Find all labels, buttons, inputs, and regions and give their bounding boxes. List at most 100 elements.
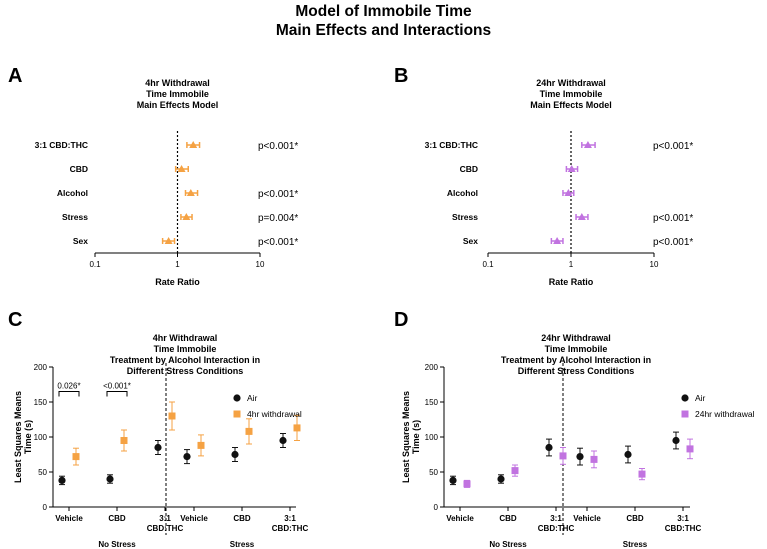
- legend-label: Air: [247, 393, 258, 403]
- x-tick-label: 10: [256, 260, 265, 269]
- legend-marker-withdrawal: [681, 410, 689, 418]
- y-tick-label: 150: [34, 398, 48, 407]
- row-label: Alcohol: [447, 188, 478, 198]
- y-tick-label: 0: [434, 503, 439, 512]
- x-axis-title: Rate Ratio: [549, 277, 594, 287]
- significance-label: <0.001*: [103, 382, 131, 391]
- x-tick-label: 0.1: [482, 260, 494, 269]
- row-label: Sex: [463, 236, 478, 246]
- figure-title-line-2: Main Effects and Interactions: [276, 22, 491, 39]
- panel-title-line: 4hr Withdrawal: [153, 333, 217, 343]
- withdrawal-data-point: [245, 427, 253, 435]
- estimate-marker: [567, 165, 576, 172]
- withdrawal-data-point: [120, 437, 128, 444]
- air-data-point: [672, 436, 680, 445]
- withdrawal-data-point: [559, 452, 567, 460]
- legend-label: 4hr withdrawal: [247, 409, 302, 419]
- air-data-point: [58, 476, 66, 484]
- x-tick-label: 3:1: [159, 514, 171, 523]
- group-label: Stress: [230, 540, 255, 549]
- y-tick-label: 150: [425, 398, 439, 407]
- estimate-marker: [583, 141, 592, 148]
- legend-marker-withdrawal: [233, 410, 241, 418]
- panel-title-line: Time Immobile: [154, 344, 217, 354]
- withdrawal-data-point: [197, 441, 205, 449]
- withdrawal-data-point: [590, 455, 598, 463]
- panel-title-line: Time Immobile: [545, 344, 608, 354]
- significance-bracket: [106, 391, 128, 397]
- x-tick-label: CBD:THC: [538, 524, 575, 533]
- panel-title-line: Different Stress Conditions: [127, 366, 244, 376]
- p-value-label: p<0.001*: [258, 141, 298, 152]
- legend-label: 24hr withdrawal: [695, 409, 755, 419]
- withdrawal-data-point: [293, 424, 301, 432]
- air-data-point: [449, 476, 457, 484]
- estimate-marker: [577, 213, 586, 220]
- air-data-point: [231, 450, 239, 459]
- x-tick-label: 1: [569, 260, 574, 269]
- p-value-label: p<0.001*: [653, 237, 693, 248]
- y-tick-label: 50: [38, 468, 47, 477]
- row-label: Stress: [62, 212, 88, 222]
- withdrawal-data-point: [638, 470, 646, 478]
- x-tick-label: Vehicle: [446, 514, 474, 523]
- y-tick-label: 100: [34, 433, 48, 442]
- panel-title-line: 24hr Withdrawal: [541, 333, 610, 343]
- x-tick-label: Vehicle: [573, 514, 601, 523]
- air-data-point: [624, 450, 632, 459]
- panel-title-line: Main Effects Model: [530, 100, 612, 110]
- panel-title-line: Treatment by Alcohol Interaction in: [110, 355, 260, 365]
- estimate-marker: [189, 141, 198, 148]
- y-axis-title: Time (s): [23, 420, 33, 454]
- panel-title-line: Different Stress Conditions: [518, 366, 635, 376]
- panel-title-line: Treatment by Alcohol Interaction in: [501, 355, 651, 365]
- row-label: Alcohol: [57, 188, 88, 198]
- x-tick-label: CBD: [626, 514, 644, 523]
- y-axis-title: Least Squares Means: [13, 391, 23, 483]
- legend-label: Air: [695, 393, 706, 403]
- panel-letter-a: A: [8, 65, 22, 87]
- withdrawal-data-point: [168, 412, 176, 420]
- panel-letter-d: D: [394, 309, 408, 331]
- estimate-marker: [164, 237, 173, 244]
- row-label: CBD: [70, 164, 88, 174]
- estimate-marker: [553, 237, 562, 244]
- x-axis-title: Rate Ratio: [155, 277, 200, 287]
- row-label: Stress: [452, 212, 478, 222]
- figure-title-line-1: Model of Immobile Time: [295, 3, 472, 20]
- estimate-marker: [186, 189, 195, 196]
- withdrawal-data-point: [686, 445, 694, 453]
- panel-letter-b: B: [394, 65, 408, 87]
- x-tick-label: 0.1: [89, 260, 101, 269]
- x-tick-label: CBD: [108, 514, 126, 523]
- estimate-marker: [564, 189, 573, 196]
- x-tick-label: 10: [650, 260, 659, 269]
- group-label: No Stress: [98, 540, 136, 549]
- y-tick-label: 0: [43, 503, 48, 512]
- panel-title-line: Time Immobile: [146, 89, 209, 99]
- x-tick-label: 1: [175, 260, 180, 269]
- air-data-point: [154, 443, 162, 452]
- panel-letter-c: C: [8, 309, 22, 331]
- panel-title-line: Main Effects Model: [137, 100, 219, 110]
- air-data-point: [106, 475, 114, 483]
- p-value-label: p<0.001*: [258, 237, 298, 248]
- withdrawal-data-point: [463, 480, 471, 488]
- panel-title-line: 24hr Withdrawal: [536, 78, 605, 88]
- x-tick-label: Vehicle: [55, 514, 83, 523]
- air-data-point: [183, 453, 191, 461]
- y-axis-title: Time (s): [411, 420, 421, 454]
- x-tick-label: CBD:THC: [665, 524, 702, 533]
- y-tick-label: 50: [429, 468, 438, 477]
- row-label: Sex: [73, 236, 88, 246]
- significance-bracket: [58, 391, 80, 397]
- air-data-point: [497, 475, 505, 483]
- withdrawal-data-point: [72, 453, 80, 461]
- air-data-point: [576, 453, 584, 461]
